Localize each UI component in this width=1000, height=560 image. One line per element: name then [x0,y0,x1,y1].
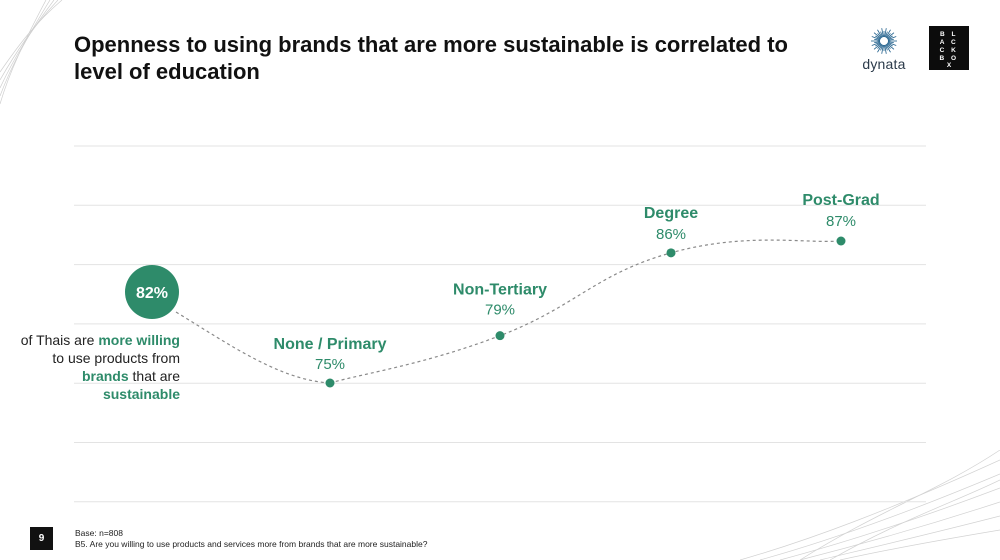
gridlines [74,145,926,503]
burst-ray [881,44,884,54]
burst-ray [887,42,893,47]
burst-ray [877,33,882,39]
burst-ray [885,29,891,38]
value-label: 75% [315,356,345,373]
burst-ray [884,44,887,54]
blackbox-line-2: A C [939,39,959,46]
burst-ray [874,38,881,41]
category-label: None / Primary [274,336,387,353]
series-line [329,239,842,384]
burst-ray [877,29,883,38]
category-label: Post-Grad [802,192,879,209]
burst-ray [887,41,894,44]
callout-plain-text: that are [128,368,181,384]
callout-plain-text: to use products from [52,350,180,366]
callout-highlight-text: sustainable [102,386,180,402]
burst-ray [887,41,897,46]
burst-ray [880,31,884,38]
callout-plain-text: of Thais are [20,332,99,348]
callout-connector-line [175,311,331,384]
burst-ray [871,36,881,41]
dynata-logo: dynata [852,26,916,76]
base-note: Base: n=808 [75,528,123,538]
blackbox-logo: B L A C C K B O X [929,26,969,70]
value-label: 86% [656,226,686,243]
burst-ray [884,28,887,38]
blackbox-line-1: B L [940,31,958,38]
burst-ray [887,38,894,41]
data-point [495,331,505,341]
burst-ray [875,42,881,47]
dynata-wordmark: dynata [862,56,906,72]
burst-ray [884,44,888,51]
data-point [325,378,335,388]
overall-callout-text: of Thais are more willing to use product… [14,331,180,403]
overall-callout-bubble: 82% [125,265,179,319]
burst-ray [875,35,881,40]
value-label: 87% [826,213,856,230]
blackbox-line-3: C K [939,47,959,54]
data-point [666,248,676,258]
burst-ray [873,43,882,50]
overall-bubble-circle [125,265,179,319]
callout-highlight-text: more willing [98,332,180,348]
slide-title: Openness to using brands that are more s… [74,32,788,84]
burst-ray [874,41,881,44]
value-label: 79% [485,302,515,319]
burst-ray [885,44,891,53]
burst-ray [881,28,884,38]
burst-ray [887,36,897,41]
burst-ray [886,33,891,39]
burst-ray [886,43,891,49]
burst-ray [884,31,888,38]
dynata-burst-icon [871,28,897,54]
burst-ray [871,41,881,46]
burst-ray [877,43,882,49]
blackbox-line-4: B O [939,55,959,62]
blackbox-line-5: X [946,62,952,69]
burst-ray [873,32,882,39]
page-number: 9 [30,527,53,550]
burst-ray [877,44,883,53]
base-note-block: Base: n=808 B5. Are you willing to use p… [75,528,427,550]
category-label: Non-Tertiary [453,282,547,299]
burst-ray [887,35,893,40]
overall-value-label: 82% [136,285,168,302]
question-note: B5. Are you willing to use products and … [75,539,428,549]
callout-highlight-text: brands [81,368,129,384]
burst-ray [886,32,895,39]
data-point [836,236,846,246]
category-label: Degree [644,205,698,222]
burst-ray [880,44,884,51]
burst-ray [886,43,895,50]
